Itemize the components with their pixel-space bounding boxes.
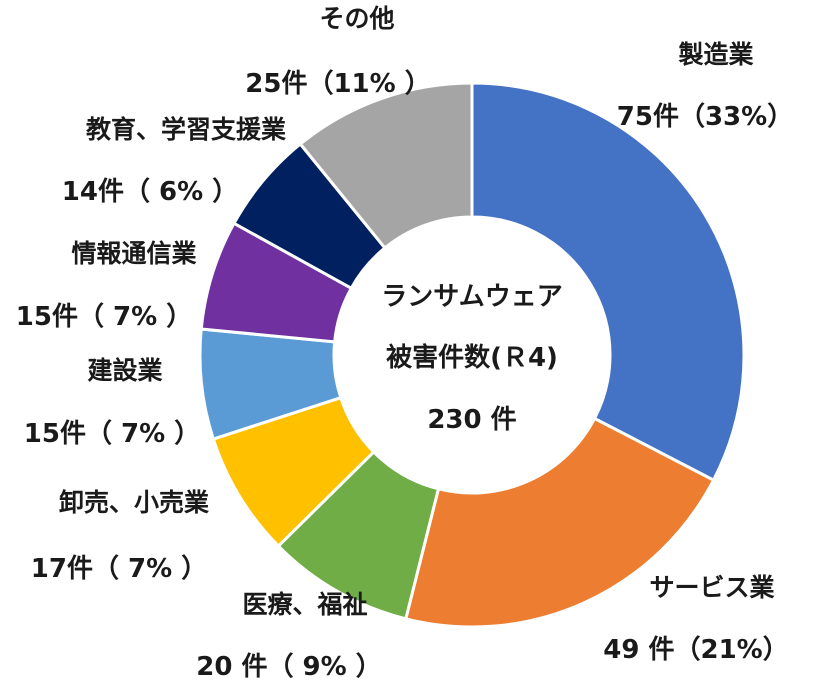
slice-name-medical: 医療、福祉 [242,590,367,619]
slice-value-ict: 15件（ 7% ） [16,302,192,332]
slice-name-construction: 建設業 [87,356,162,385]
slice-value-construction: 15件（ 7% ） [24,419,200,449]
slice-manufacturing [470,81,746,483]
center-label-line3: 230 件 [427,405,516,435]
slice-name-ict: 情報通信業 [71,239,196,268]
slice-other [298,81,474,251]
slice-value-retail: 17件（ 7% ） [31,554,207,584]
slice-value-services: 49 件（21%） [603,635,788,665]
slice-name-retail: 卸売、小売業 [59,488,209,517]
slice-name-manufacturing: 製造業 [677,40,753,69]
slice-services [403,416,716,629]
slice-name-education: 教育、学習支援業 [86,115,286,144]
center-label-line2: 被害件数(Ｒ4) [386,342,558,373]
slice-value-education: 14件（ 6% ） [62,177,238,207]
slice-name-other: その他 [319,4,394,33]
center-label-line1: ランサムウェア [381,282,562,312]
slice-value-manufacturing: 75件（33%） [617,102,793,132]
donut-slices [198,81,746,629]
slice-value-medical: 20 件（ 9% ） [196,652,381,682]
center-label: ランサムウェア 被害件数(Ｒ4) 230 件 [381,282,562,435]
slice-value-other: 25件（11% ） [245,69,430,99]
slice-name-services: サービス業 [649,573,774,602]
